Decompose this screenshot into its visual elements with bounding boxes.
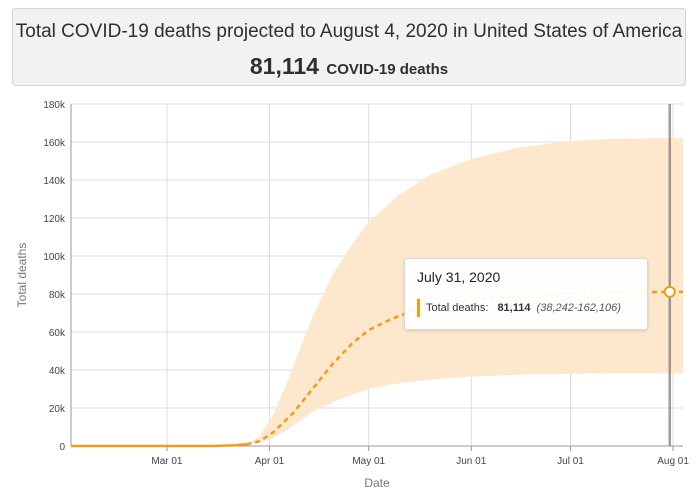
y-tick-label: 120k bbox=[43, 214, 66, 225]
x-tick-label: Apr 01 bbox=[255, 456, 285, 467]
headline-stat: 81,114 COVID-19 deaths bbox=[13, 53, 685, 80]
x-tick-label: Jun 01 bbox=[456, 456, 486, 467]
x-tick-label: May 01 bbox=[352, 456, 385, 467]
tooltip-series-swatch bbox=[417, 299, 420, 317]
y-tick-label: 60k bbox=[49, 328, 66, 339]
y-tick-label: 160k bbox=[43, 138, 66, 149]
tooltip-range: (38,242-162,106) bbox=[536, 302, 621, 314]
x-tick-label: Aug 01 bbox=[657, 456, 689, 467]
x-tick-label: Jul 01 bbox=[557, 456, 584, 467]
y-tick-label: 180k bbox=[43, 100, 66, 111]
tooltip-date: July 31, 2020 bbox=[417, 269, 501, 285]
y-tick-label: 0 bbox=[59, 442, 65, 453]
headline-value: 81,114 bbox=[249, 53, 319, 79]
tooltip: July 31, 2020 Total deaths: 81,114 (38,2… bbox=[404, 258, 648, 330]
reported-deaths-line bbox=[71, 443, 247, 448]
x-tick-label: Mar 01 bbox=[151, 456, 183, 467]
tooltip-label: Total deaths: bbox=[426, 302, 489, 314]
headline-unit: COVID-19 deaths bbox=[326, 61, 449, 78]
x-axis-title: Date bbox=[364, 476, 390, 490]
highlight-point bbox=[663, 285, 676, 298]
projected-deaths-line bbox=[246, 290, 684, 446]
tooltip-line: Total deaths: 81,114 (38,242-162,106) bbox=[426, 302, 621, 314]
y-tick-label: 20k bbox=[49, 404, 66, 415]
y-tick-label: 40k bbox=[49, 366, 66, 377]
tooltip-value: 81,114 bbox=[497, 302, 531, 314]
y-axis-title: Total deaths bbox=[15, 243, 29, 308]
y-tick-label: 140k bbox=[43, 176, 66, 187]
y-tick-label: 100k bbox=[43, 252, 66, 263]
header-card: Total COVID-19 deaths projected to Augus… bbox=[12, 8, 686, 86]
page-title: Total COVID-19 deaths projected to Augus… bbox=[15, 21, 683, 42]
y-tick-label: 80k bbox=[49, 290, 66, 301]
